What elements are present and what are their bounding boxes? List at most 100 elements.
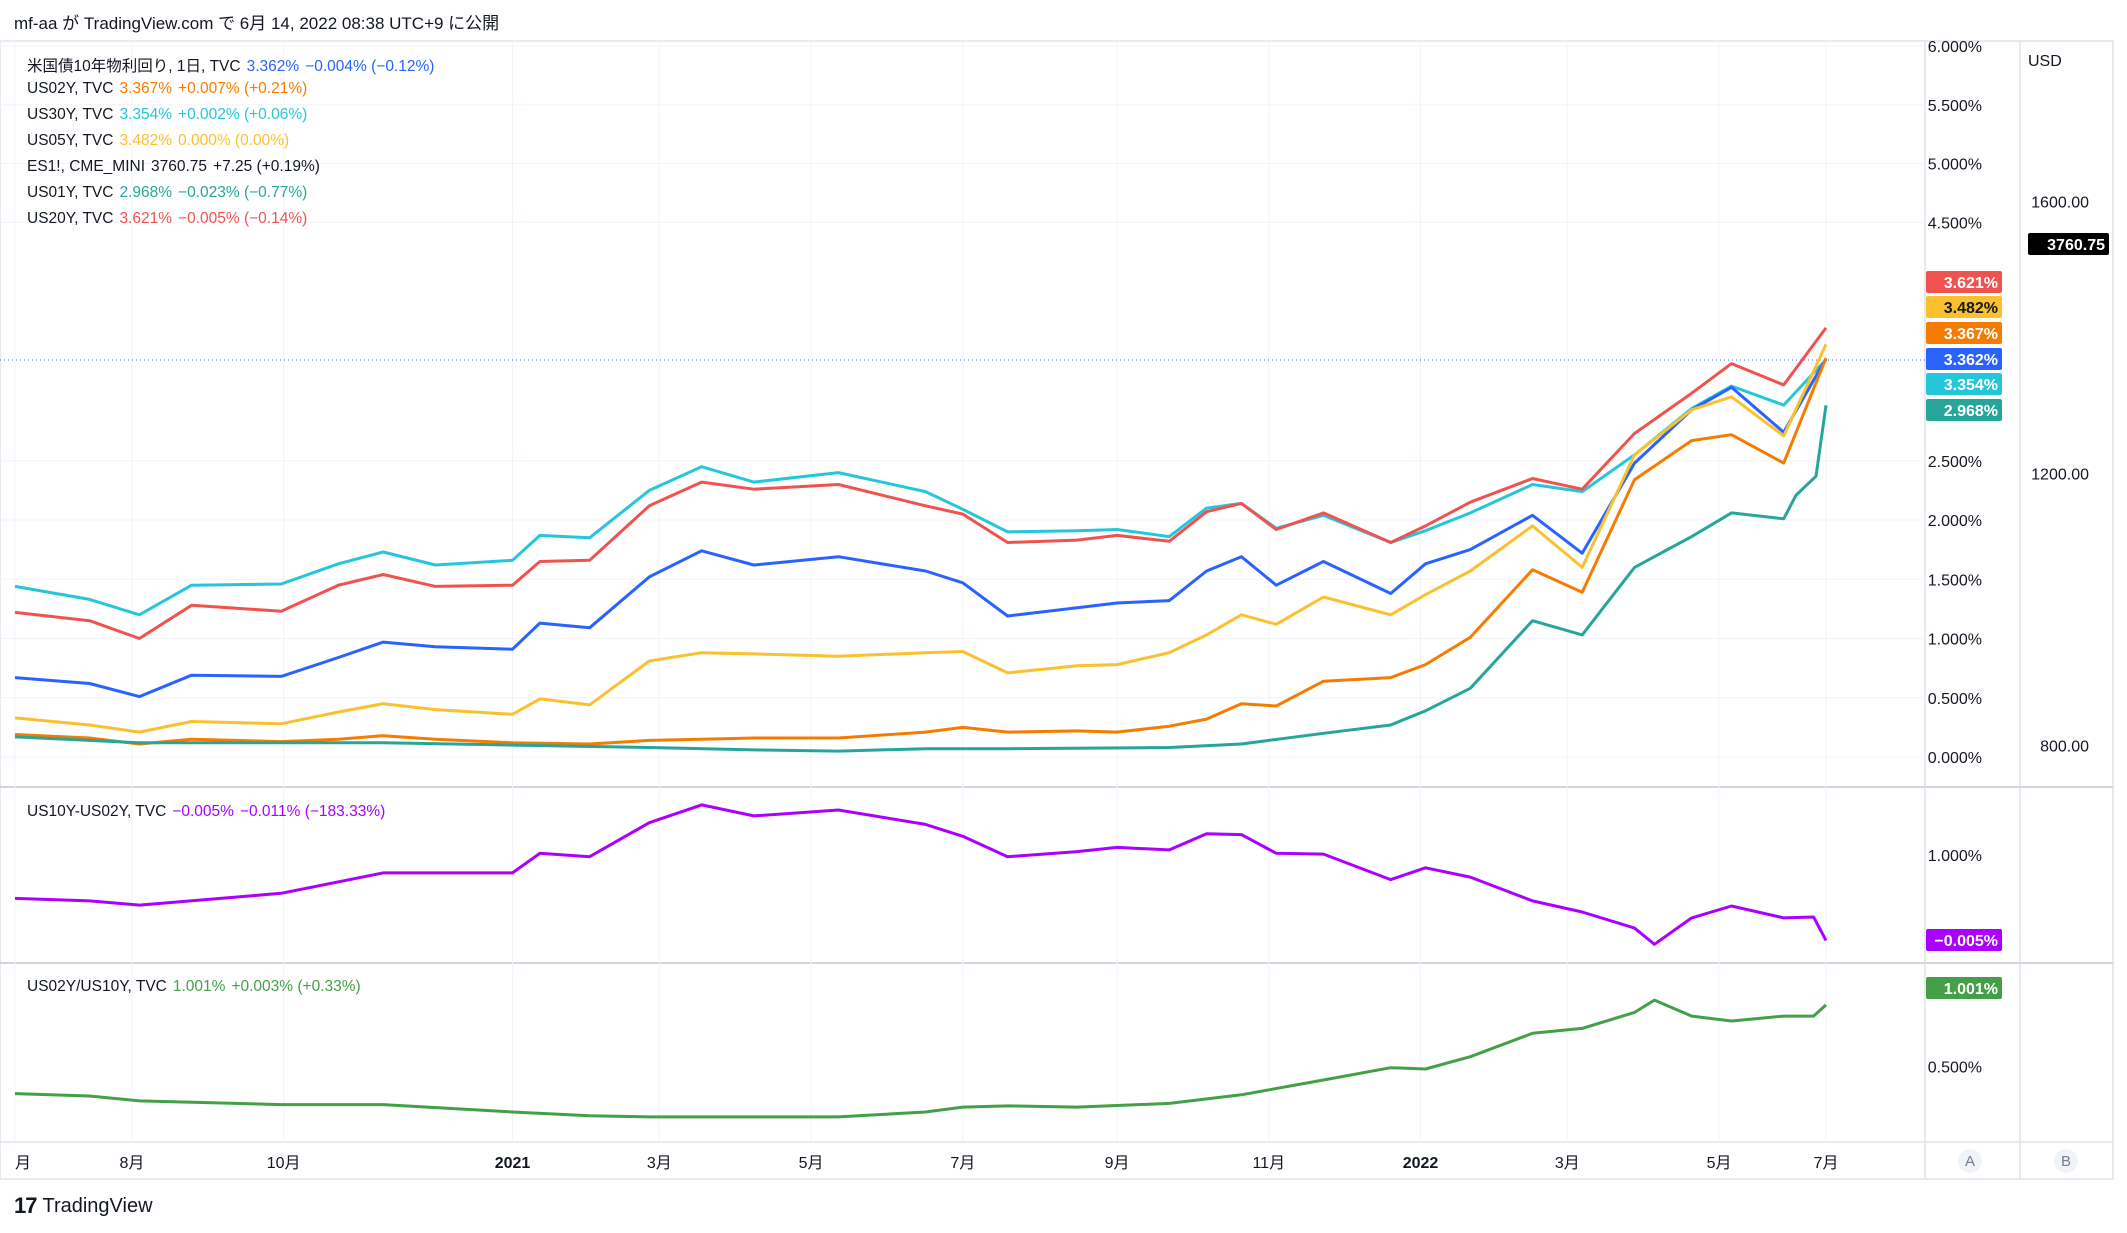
price-tag-label: 1.001% bbox=[1944, 981, 1998, 998]
legend-series-change: +0.002% (+0.06%) bbox=[178, 106, 308, 123]
price-tag-label: 3.362% bbox=[1944, 352, 1998, 369]
time-axis-tick-label: 5月 bbox=[1707, 1155, 1732, 1172]
time-axis-tick-label: 月 bbox=[15, 1155, 31, 1172]
legend-series-name: US01Y, TVC bbox=[27, 184, 114, 201]
pct-axis-tick-label: 4.500% bbox=[1928, 215, 1982, 232]
legend-series-change: 0.000% (0.00%) bbox=[178, 132, 290, 149]
time-axis-tick-label: 5月 bbox=[799, 1155, 824, 1172]
price-tag bbox=[1926, 348, 2002, 370]
legend-series-value: −0.005% bbox=[172, 803, 234, 820]
legend-series-value: 3760.75 bbox=[151, 158, 208, 175]
series-line-us10y bbox=[14, 357, 1828, 699]
legend-series-name: US20Y, TVC bbox=[27, 210, 114, 227]
price-tag-label: 3.621% bbox=[1944, 275, 1998, 292]
legend-series-name: 米国債10年物利回り, 1日, TVC bbox=[27, 58, 241, 75]
price-tag-label: 2.968% bbox=[1944, 403, 1998, 420]
series-line-us01y bbox=[14, 405, 1828, 753]
time-axis-tick-label: 7月 bbox=[950, 1155, 975, 1172]
time-axis-tick-label: 11月 bbox=[1252, 1155, 1285, 1172]
price-tag bbox=[1926, 399, 2002, 421]
legend-series-value: 3.482% bbox=[119, 132, 173, 149]
legend-row[interactable]: US30Y, TVC 3.354% +0.002% (+0.06%) bbox=[27, 106, 313, 124]
series-line-us20y bbox=[14, 327, 1828, 640]
legend-row[interactable]: ES1!, CME_MINI 3760.75 +7.25 (+0.19%) bbox=[27, 158, 326, 176]
legend-series-name: US30Y, TVC bbox=[27, 106, 114, 123]
legend-series-name: US02Y, TVC bbox=[27, 80, 114, 97]
price-tag bbox=[1926, 296, 2002, 318]
scale-button-label: A bbox=[1965, 1153, 1975, 1170]
time-axis-tick-label: 9月 bbox=[1105, 1155, 1130, 1172]
grid-lines bbox=[0, 41, 1925, 1142]
usd-axis-title: USD bbox=[2028, 53, 2062, 70]
tradingview-logo-icon: 17 bbox=[14, 1193, 38, 1218]
legend-series-change: −0.011% (−183.33%) bbox=[239, 803, 386, 820]
price-tag bbox=[1926, 929, 2002, 951]
legend-series-value: 3.367% bbox=[119, 80, 173, 97]
price-tag bbox=[1926, 977, 2002, 999]
footer-brand[interactable]: 17 TradingView bbox=[14, 1193, 153, 1219]
time-axis-tick-label: 10月 bbox=[267, 1155, 301, 1172]
ratio-legend: US02Y/US10Y, TVC 1.001% +0.003% (+0.33%) bbox=[27, 978, 367, 996]
legend-row[interactable]: US02Y, TVC 3.367% +0.007% (+0.21%) bbox=[27, 80, 313, 98]
legend-row[interactable]: US05Y, TVC 3.482% 0.000% (0.00%) bbox=[27, 132, 295, 150]
time-axis-tick-label: 7月 bbox=[1814, 1155, 1839, 1172]
time-axis-tick-label: 8月 bbox=[119, 1155, 144, 1172]
pct-axis-tick-label: 0.000% bbox=[1928, 750, 1982, 767]
legend-row[interactable]: 米国債10年物利回り, 1日, TVC 3.362% −0.004% (−0.12%… bbox=[27, 54, 440, 76]
pct-axis-tick-label: 0.500% bbox=[1928, 691, 1982, 708]
pct-axis-tick-label: 6.000% bbox=[1928, 39, 1982, 56]
spread-legend: US10Y-US02Y, TVC −0.005% −0.011% (−183.33%… bbox=[27, 803, 391, 821]
series-line-us02y-us10y bbox=[14, 998, 1828, 1119]
ratio-axis-tick-label: 0.500% bbox=[1928, 1060, 1982, 1077]
price-tag bbox=[2028, 233, 2109, 255]
legend-series-value: 3.354% bbox=[119, 106, 173, 123]
legend-series-name: US05Y, TVC bbox=[27, 132, 114, 149]
scale-button-a bbox=[1958, 1149, 1982, 1173]
legend-series-value: 2.968% bbox=[119, 184, 173, 201]
legend-series-name: US10Y-US02Y, TVC bbox=[27, 803, 167, 820]
pct-axis-tick-label: 5.500% bbox=[1928, 98, 1982, 115]
usd-axis-tick-label: 1600.00 bbox=[2031, 195, 2089, 212]
legend-series-change: +0.003% (+0.33%) bbox=[231, 978, 361, 995]
price-tag bbox=[1926, 322, 2002, 344]
scale-button-label: B bbox=[2061, 1153, 2071, 1170]
legend-series-change: −0.023% (−0.77%) bbox=[178, 184, 308, 201]
legend-series-value: 1.001% bbox=[172, 978, 226, 995]
price-tag bbox=[1926, 271, 2002, 293]
usd-axis-tick-label: 1200.00 bbox=[2031, 467, 2089, 484]
legend-series-change: +0.007% (+0.21%) bbox=[178, 80, 308, 97]
spread-axis-tick-label: 1.000% bbox=[1928, 848, 1982, 865]
usd-axis-tick-label: 800.00 bbox=[2040, 739, 2089, 756]
legend-series-change: +7.25 (+0.19%) bbox=[213, 158, 320, 175]
time-axis-tick-label: 3月 bbox=[1555, 1155, 1580, 1172]
pct-axis-tick-label: 2.000% bbox=[1928, 513, 1982, 530]
pct-axis-tick-label: 1.000% bbox=[1928, 632, 1982, 649]
legend-series-change: −0.004% (−0.12%) bbox=[305, 58, 435, 75]
series-line-us05y bbox=[14, 343, 1828, 734]
legend-series-change: −0.005% (−0.14%) bbox=[178, 210, 308, 227]
pct-axis-tick-label: 5.000% bbox=[1928, 157, 1982, 174]
legend-series-value: 3.362% bbox=[246, 58, 300, 75]
legend-series-name: US02Y/US10Y, TVC bbox=[27, 978, 167, 995]
time-axis-tick-label: 2021 bbox=[495, 1155, 531, 1172]
price-tag-label: 3760.75 bbox=[2047, 237, 2105, 254]
legend-row[interactable]: US20Y, TVC 3.621% −0.005% (−0.14%) bbox=[27, 210, 313, 228]
publish-header: mf-aa が TradingView.com で 6月 14, 2022 08… bbox=[14, 14, 500, 33]
legend-series-name: ES1!, CME_MINI bbox=[27, 158, 145, 175]
pct-axis-tick-label: 1.500% bbox=[1928, 572, 1982, 589]
price-tag-label: 3.482% bbox=[1944, 300, 1998, 317]
brand-name: TradingView bbox=[42, 1194, 153, 1217]
time-axis-tick-label: 3月 bbox=[647, 1155, 672, 1172]
chart-border bbox=[0, 40, 2114, 1180]
price-tag-label: 3.367% bbox=[1944, 326, 1998, 343]
series-line-us30y bbox=[14, 358, 1828, 617]
scale-button-b bbox=[2054, 1149, 2078, 1173]
series-line-us02y bbox=[14, 357, 1828, 746]
price-tag bbox=[1926, 373, 2002, 395]
time-axis-tick-label: 2022 bbox=[1403, 1155, 1439, 1172]
series-line-us10y-us02y bbox=[14, 803, 1828, 946]
price-tag-label: 3.354% bbox=[1944, 377, 1998, 394]
legend-row[interactable]: US01Y, TVC 2.968% −0.023% (−0.77%) bbox=[27, 184, 313, 202]
